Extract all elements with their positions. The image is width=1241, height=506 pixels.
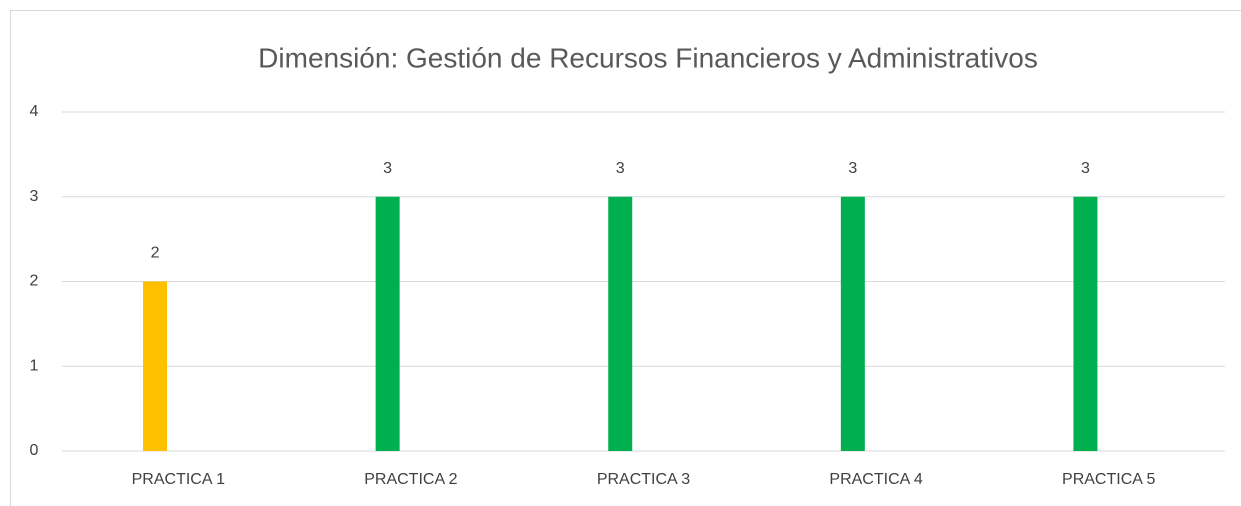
y-tick-label: 3 (30, 188, 39, 205)
bar (608, 196, 633, 451)
x-tick-label: PRACTICA 3 (597, 471, 690, 488)
y-tick-label: 4 (30, 103, 39, 120)
y-tick-label: 1 (30, 357, 39, 374)
data-label: 3 (848, 160, 857, 177)
bar (143, 281, 168, 451)
data-label: 3 (383, 160, 392, 177)
data-label: 3 (1081, 160, 1090, 177)
x-tick-label: PRACTICA 4 (829, 471, 922, 488)
data-label: 2 (151, 245, 160, 262)
x-tick-label: PRACTICA 2 (364, 471, 457, 488)
y-tick-label: 0 (30, 442, 39, 459)
x-tick-label: PRACTICA 5 (1062, 471, 1155, 488)
chart-title: Dimensión: Gestión de Recursos Financier… (258, 42, 1038, 73)
bar (840, 196, 865, 451)
y-tick-label: 2 (30, 273, 39, 290)
bar (1073, 196, 1098, 451)
data-label: 3 (616, 160, 625, 177)
bar (375, 196, 400, 451)
x-tick-label: PRACTICA 1 (132, 471, 225, 488)
